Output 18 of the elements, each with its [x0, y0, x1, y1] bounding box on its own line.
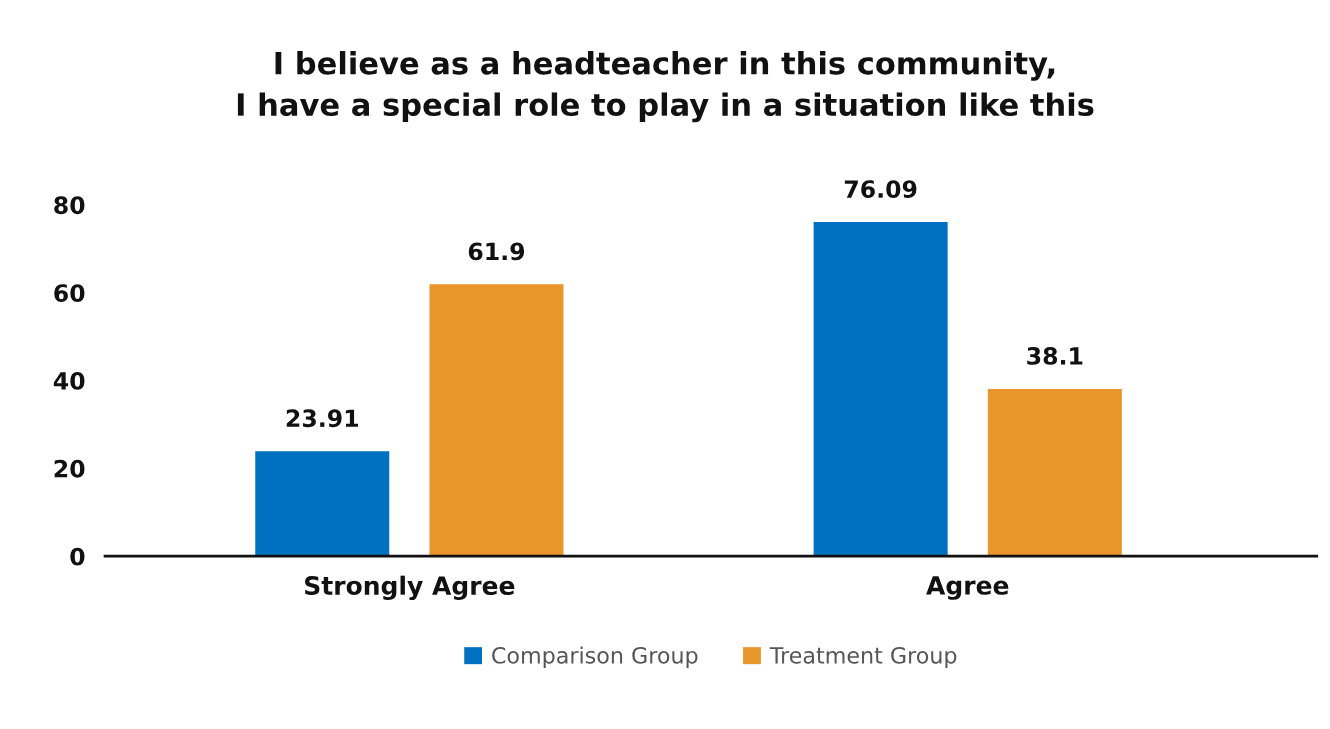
legend-label: Treatment Group	[769, 646, 957, 669]
chart-title: I believe as a headteacher in this community, I have a special role to play in a situation like this	[237, 51, 1094, 123]
bar	[255, 451, 390, 557]
y-tick-label: 40	[53, 371, 85, 390]
x-tick-label: Strongly Agree	[305, 575, 515, 601]
bar	[429, 284, 564, 557]
legend-label: Comparison Group	[492, 646, 698, 669]
y-tick-label: 20	[54, 459, 85, 478]
data-label: 23.91	[286, 409, 358, 428]
bar	[813, 222, 948, 557]
y-tick-label: 0	[70, 547, 85, 566]
data-label: 38.1	[1027, 347, 1083, 365]
data-label: 76.09	[844, 180, 917, 198]
data-label: 61.9	[468, 242, 525, 261]
y-tick-label: 80	[54, 196, 85, 215]
y-tick-label: 60	[54, 284, 85, 302]
x-tick-label: Agree	[926, 576, 1009, 600]
bar	[987, 388, 1122, 557]
